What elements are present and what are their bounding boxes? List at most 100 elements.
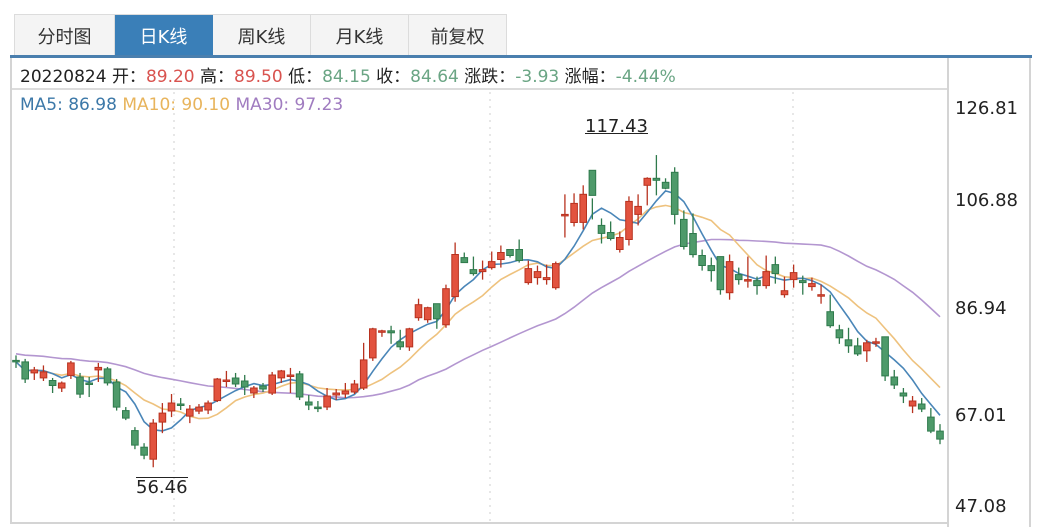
candle-body[interactable] xyxy=(515,249,524,261)
candle-body[interactable] xyxy=(122,410,130,419)
candle-body[interactable] xyxy=(131,430,139,446)
candle-body[interactable] xyxy=(314,406,322,410)
candle-body[interactable] xyxy=(872,341,880,344)
candle-body[interactable] xyxy=(716,256,725,291)
candle-body[interactable] xyxy=(826,311,835,327)
tab-forward-adjust[interactable]: 前复权 xyxy=(409,15,507,56)
candle-body[interactable] xyxy=(167,402,176,412)
candle-body[interactable] xyxy=(222,379,231,382)
candle-body[interactable] xyxy=(176,403,185,406)
candle-body[interactable] xyxy=(808,283,816,288)
candle-body[interactable] xyxy=(231,377,240,385)
candle-body[interactable] xyxy=(670,171,679,215)
candle-body[interactable] xyxy=(369,328,377,359)
candle-body[interactable] xyxy=(387,330,395,334)
candle-body[interactable] xyxy=(423,307,432,321)
candle-body[interactable] xyxy=(277,370,286,379)
candle-body[interactable] xyxy=(899,392,908,397)
candle-body[interactable] xyxy=(936,430,944,440)
candle-body[interactable] xyxy=(524,268,533,284)
tab-weekly-k[interactable]: 周K线 xyxy=(213,15,311,56)
candle-body[interactable] xyxy=(844,339,853,347)
candle-body[interactable] xyxy=(890,376,899,386)
candle-body[interactable] xyxy=(433,303,441,320)
candle-body[interactable] xyxy=(908,400,917,407)
candle-body[interactable] xyxy=(442,288,450,326)
candle-body[interactable] xyxy=(341,390,350,395)
candle-body[interactable] xyxy=(295,373,304,398)
candle-body[interactable] xyxy=(661,181,670,189)
candle-body[interactable] xyxy=(533,271,542,279)
candle-body[interactable] xyxy=(67,362,75,376)
candle-body[interactable] xyxy=(186,408,194,417)
candle-body[interactable] xyxy=(863,342,871,352)
candle-body[interactable] xyxy=(835,329,844,339)
candle-body[interactable] xyxy=(680,218,688,247)
candle-body[interactable] xyxy=(112,381,121,408)
candle-body[interactable] xyxy=(853,345,862,355)
candle-body[interactable] xyxy=(103,368,112,384)
candle-body[interactable] xyxy=(268,374,276,394)
candle-body[interactable] xyxy=(725,261,734,294)
candle-body[interactable] xyxy=(76,376,84,395)
candle-body[interactable] xyxy=(149,422,157,460)
candle-body[interactable] xyxy=(94,366,103,371)
candle-body[interactable] xyxy=(762,271,771,287)
candle-body[interactable] xyxy=(85,382,94,385)
candle-body[interactable] xyxy=(734,274,743,281)
candle-body[interactable] xyxy=(506,249,514,256)
candle-body[interactable] xyxy=(469,269,478,275)
candle-body[interactable] xyxy=(497,252,505,260)
candle-body[interactable] xyxy=(597,224,606,234)
candle-body[interactable] xyxy=(588,169,597,196)
candle-body[interactable] xyxy=(561,213,569,217)
candle-body[interactable] xyxy=(606,232,615,239)
candle-body[interactable] xyxy=(240,380,249,388)
candle-body[interactable] xyxy=(799,280,807,284)
candle-body[interactable] xyxy=(259,385,267,390)
tab-monthly-k[interactable]: 月K线 xyxy=(311,15,409,56)
candle-body[interactable] xyxy=(57,382,66,389)
candle-body[interactable] xyxy=(396,341,404,348)
candle-body[interactable] xyxy=(414,304,423,319)
candle-body[interactable] xyxy=(451,254,459,298)
candle-body[interactable] xyxy=(405,328,414,348)
candle-body[interactable] xyxy=(478,269,487,273)
candle-body[interactable] xyxy=(881,336,889,377)
candle-body[interactable] xyxy=(542,277,551,281)
candle-body[interactable] xyxy=(250,387,258,394)
candle-body[interactable] xyxy=(158,412,167,423)
candle-body[interactable] xyxy=(359,359,368,389)
candle-body[interactable] xyxy=(652,177,661,181)
candle-body[interactable] xyxy=(917,403,926,410)
tab-intraday[interactable]: 分时图 xyxy=(14,15,115,56)
candle-body[interactable] xyxy=(286,374,295,377)
candle-body[interactable] xyxy=(771,264,780,275)
candle-body[interactable] xyxy=(350,383,359,393)
candle-body[interactable] xyxy=(204,402,212,411)
candle-body[interactable] xyxy=(48,380,57,386)
candle-body[interactable] xyxy=(817,294,825,297)
candle-body[interactable] xyxy=(625,200,633,240)
candle-body[interactable] xyxy=(305,401,313,406)
candle-body[interactable] xyxy=(634,205,642,215)
candle-body[interactable] xyxy=(39,371,48,379)
candle-body[interactable] xyxy=(744,279,752,282)
candle-body[interactable] xyxy=(698,255,706,266)
candle-body[interactable] xyxy=(323,395,331,408)
candle-body[interactable] xyxy=(552,263,560,289)
candle-body[interactable] xyxy=(579,193,588,223)
candle-body[interactable] xyxy=(927,416,935,432)
candle-body[interactable] xyxy=(570,202,578,223)
candle-body[interactable] xyxy=(789,272,798,281)
candle-body[interactable] xyxy=(140,446,148,456)
tab-daily-k[interactable]: 日K线 xyxy=(115,15,213,56)
candle-body[interactable] xyxy=(30,369,39,374)
candle-body[interactable] xyxy=(487,261,496,269)
candle-body[interactable] xyxy=(643,177,652,186)
candle-body[interactable] xyxy=(707,265,716,272)
candle-body[interactable] xyxy=(332,392,340,396)
candle-body[interactable] xyxy=(195,406,203,412)
candle-body[interactable] xyxy=(378,330,386,333)
